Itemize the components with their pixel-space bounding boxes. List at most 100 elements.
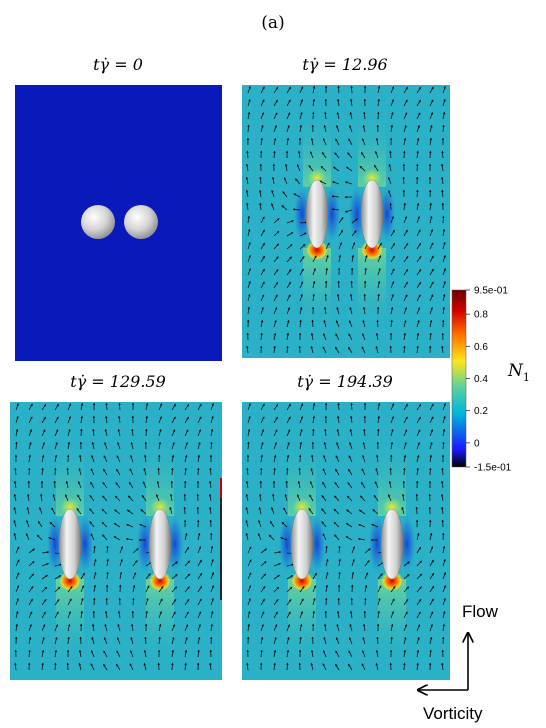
vector-arrow — [350, 415, 353, 424]
vector-arrow — [442, 254, 446, 263]
vector-arrow — [197, 623, 201, 632]
vector-arrow — [273, 319, 277, 328]
vector-arrow — [377, 610, 380, 619]
vector-arrow — [210, 415, 214, 424]
vector-arrow — [247, 572, 252, 580]
vector-arrow — [336, 293, 340, 302]
vector-arrow — [321, 151, 327, 159]
vector-arrow — [310, 137, 314, 146]
vector-arrow — [299, 86, 304, 94]
vector-arrow — [331, 208, 340, 211]
vector-arrow — [375, 649, 379, 658]
vector-arrow — [416, 150, 419, 159]
vector-arrow — [67, 636, 70, 645]
vector-arrow — [247, 111, 251, 120]
vector-arrow — [247, 241, 251, 250]
vector-arrow — [361, 138, 366, 146]
vector-arrow — [197, 585, 203, 593]
vector-arrow — [197, 611, 202, 619]
vector-arrow — [323, 623, 327, 632]
vector-arrow — [416, 99, 421, 107]
vector-arrow — [260, 137, 264, 146]
vector-arrow — [390, 416, 394, 424]
stress-low-region — [166, 512, 184, 576]
vector-arrow — [116, 650, 121, 658]
vector-arrow — [377, 597, 381, 606]
vector-arrow — [286, 649, 290, 658]
vector-arrow — [372, 509, 379, 515]
vector-arrow — [273, 429, 278, 437]
vector-arrow — [335, 455, 340, 463]
vector-arrow — [390, 636, 393, 645]
vector-arrow — [323, 454, 327, 463]
vector-arrow — [335, 138, 340, 146]
vector-arrow — [312, 98, 316, 107]
vector-arrow — [349, 441, 353, 450]
colorbar-fragment — [220, 478, 222, 600]
vector-arrow — [93, 571, 97, 580]
stress-low-region — [136, 512, 154, 576]
vector-arrow — [377, 267, 381, 276]
vector-arrow — [286, 269, 292, 276]
vector-arrow — [247, 546, 252, 554]
vector-arrow — [143, 662, 147, 671]
vector-arrow — [441, 345, 444, 354]
vector-arrow — [130, 441, 134, 450]
vector-arrow — [54, 563, 63, 567]
vector-arrow — [273, 649, 277, 658]
vector-arrow — [309, 481, 314, 489]
vector-arrow — [429, 611, 434, 619]
vector-arrow — [102, 495, 108, 502]
vector-arrow — [245, 176, 249, 185]
vector-arrow — [139, 523, 147, 528]
vector-arrow — [184, 532, 188, 541]
vector-arrow — [158, 403, 163, 411]
vector-arrow — [286, 563, 295, 567]
vector-arrow — [351, 218, 358, 224]
vector-arrow — [334, 346, 340, 354]
vector-arrow — [247, 585, 252, 593]
vector-arrow — [429, 242, 434, 250]
vector-arrow — [15, 559, 20, 567]
vector-arrow — [116, 637, 121, 645]
vector-arrow — [416, 662, 419, 671]
vector-arrow — [128, 495, 134, 502]
vector-arrow — [102, 663, 108, 671]
vector-arrow — [337, 415, 340, 424]
vector-arrow — [390, 428, 394, 437]
vector-arrow — [416, 255, 422, 263]
vector-arrow — [25, 533, 30, 541]
vector-arrow — [311, 454, 314, 463]
vector-arrow — [80, 428, 83, 437]
vector-arrow — [260, 585, 266, 593]
vector-arrow — [67, 623, 71, 632]
vector-arrow — [312, 428, 315, 437]
vector-arrow — [260, 649, 263, 658]
vector-arrow — [145, 597, 149, 606]
vector-arrow — [103, 637, 108, 645]
vector-arrow — [320, 165, 327, 172]
vector-arrow — [351, 254, 355, 263]
vector-arrow — [348, 320, 353, 328]
vector-arrow — [41, 442, 45, 450]
vector-arrow — [429, 532, 433, 541]
vector-arrow — [106, 545, 109, 554]
vector-arrow — [184, 454, 188, 463]
vector-arrow — [184, 403, 190, 411]
vector-arrow — [28, 623, 32, 632]
vector-arrow — [390, 623, 394, 632]
vector-arrow — [286, 112, 291, 120]
vector-arrow — [292, 208, 301, 211]
vector-arrow — [184, 611, 189, 619]
vector-arrow — [89, 521, 95, 528]
vector-arrow — [338, 242, 342, 250]
vector-arrow — [390, 268, 395, 276]
vector-arrow — [403, 561, 410, 567]
stress-high-region-top — [359, 166, 385, 190]
vector-arrow — [429, 332, 432, 341]
vector-arrow — [272, 493, 275, 502]
vector-arrow — [90, 663, 95, 671]
vector-arrow — [377, 402, 381, 411]
vector-arrow — [312, 610, 315, 619]
stress-low-region — [308, 512, 326, 576]
